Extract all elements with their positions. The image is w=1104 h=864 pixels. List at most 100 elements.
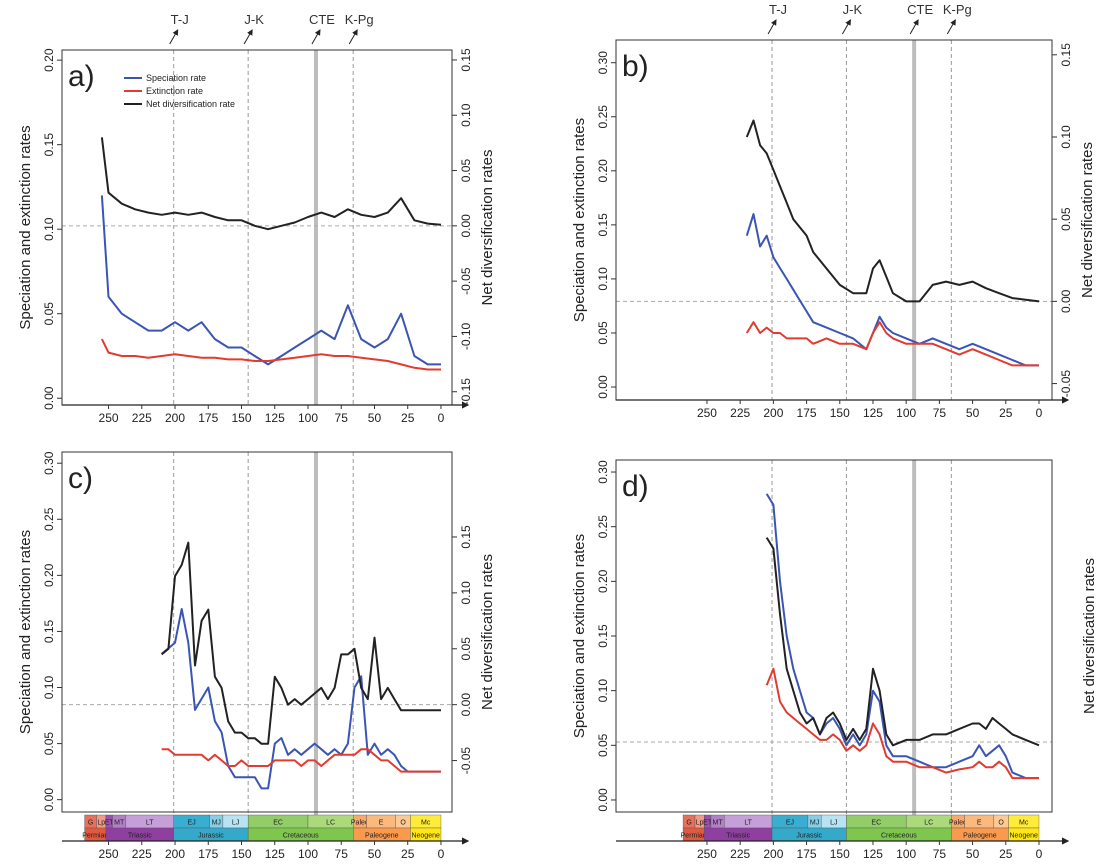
event-arrow	[946, 19, 956, 35]
y2-tick-label: 0.05	[459, 159, 473, 183]
series-line	[765, 537, 1040, 747]
timescale-label: EJ	[786, 820, 794, 827]
x-tick-label: 150	[231, 847, 251, 861]
timescale-label: Cretaceous	[881, 833, 917, 840]
x-tick-label: 0	[1036, 406, 1043, 420]
x-tick-label: 25	[999, 847, 1013, 861]
y2-tick-label: -0.05	[1059, 370, 1073, 398]
y-tick-label: 0.25	[42, 507, 56, 531]
y-tick-label: 0.10	[42, 676, 56, 700]
timescale-label: LT	[744, 820, 752, 827]
y-tick-label: 0.10	[42, 217, 56, 241]
series-line	[101, 338, 441, 371]
timescale-label: Triassic	[128, 833, 152, 840]
x-tick-label: 250	[99, 411, 119, 425]
y2-tick-label: 0.10	[1059, 125, 1073, 149]
series-line	[100, 195, 441, 366]
event-arrow	[841, 19, 851, 35]
event-label: CTE	[309, 12, 335, 27]
x-tick-label: 125	[265, 411, 285, 425]
x-tick-label: 50	[966, 847, 980, 861]
plot-frame	[615, 39, 1053, 401]
y-tick-label: 0.10	[596, 267, 610, 291]
timescale-label: Paleo	[351, 820, 369, 827]
timescale-label: EJ	[188, 820, 196, 827]
timescale-label: EC	[871, 820, 881, 827]
legend-label: Extinction rate	[146, 86, 203, 96]
y2-tick-label: 0.15	[1059, 43, 1073, 67]
x-tick-label: 200	[763, 406, 783, 420]
timescale-label: LT	[146, 820, 154, 827]
y2-tick-label: 0.00	[1059, 289, 1073, 313]
timescale-label: LC	[924, 820, 933, 827]
timescale-label: O	[998, 820, 1004, 827]
legend-label: Net diversification rate	[146, 99, 235, 109]
series-line	[161, 541, 441, 745]
x-tick-label: 50	[368, 411, 382, 425]
y-tick-label: 0.20	[596, 159, 610, 183]
timescale-label: MT	[114, 820, 125, 827]
y-axis-title: Speciation and extinction rates	[17, 530, 34, 734]
x-tick-label: 50	[368, 847, 382, 861]
y-tick-label: 0.15	[596, 624, 610, 648]
timescale-label: Jurassic	[796, 833, 822, 840]
panel-label: b)	[622, 50, 649, 83]
x-tick-label: 75	[933, 406, 947, 420]
x-tick-label: 50	[966, 406, 980, 420]
timescale-label: G	[686, 820, 691, 827]
timescale-label: Lp	[97, 820, 105, 827]
y2-tick-label: -0.05	[459, 747, 473, 775]
series-line	[745, 321, 1039, 367]
x-tick-label: 225	[132, 847, 152, 861]
plot-frame	[61, 451, 453, 813]
y2-axis-title: Net diversification rates	[479, 554, 496, 710]
y2-tick-label: 0.10	[459, 103, 473, 127]
timescale-label: E	[379, 820, 384, 827]
event-arrow	[169, 29, 179, 45]
timescale-label: MT	[713, 820, 724, 827]
series-line	[765, 667, 1039, 780]
y-tick-label: 0.00	[596, 375, 610, 399]
x-tick-label: 175	[797, 406, 817, 420]
x-tick-label: 150	[830, 406, 850, 420]
timescale-label: Neogene	[1010, 833, 1039, 840]
y2-tick-label: 0.15	[459, 525, 473, 549]
y-tick-label: 0.10	[596, 679, 610, 703]
timescale-label: Paleogene	[963, 833, 997, 840]
x-tick-label: 250	[697, 406, 717, 420]
event-label: K-Pg	[345, 12, 374, 27]
event-label: T-J	[171, 12, 189, 27]
y2-tick-label: -0.15	[459, 378, 473, 406]
x-tick-label: 25	[401, 847, 415, 861]
event-arrow	[243, 29, 253, 45]
legend-label: Speciation rate	[146, 73, 206, 83]
event-arrow	[311, 29, 321, 45]
y2-axis-title: Net diversification rates	[1081, 558, 1098, 714]
y-tick-label: 0.00	[42, 386, 56, 410]
x-tick-label: 175	[198, 847, 218, 861]
timescale-label: Triassic	[726, 833, 750, 840]
x-tick-label: 100	[896, 406, 916, 420]
y-axis-title: Speciation and extinction rates	[571, 118, 588, 322]
x-tick-label: 150	[830, 847, 850, 861]
timescale-label: Paleo	[949, 820, 967, 827]
x-tick-label: 0	[438, 847, 445, 861]
event-arrow	[909, 19, 919, 35]
timescale-label: O	[400, 820, 406, 827]
timescale-label: MJ	[212, 820, 221, 827]
y2-tick-label: -0.10	[459, 322, 473, 350]
x-tick-label: 225	[730, 847, 750, 861]
y2-axis-title: Net diversification rates	[479, 150, 496, 306]
event-label: K-Pg	[943, 2, 972, 17]
y-tick-label: 0.05	[42, 732, 56, 756]
x-tick-label: 200	[165, 847, 185, 861]
y-tick-label: 0.05	[596, 733, 610, 757]
y2-tick-label: -0.05	[459, 267, 473, 295]
event-label: T-J	[769, 2, 787, 17]
y-tick-label: 0.25	[596, 515, 610, 539]
x-tick-label: 200	[165, 411, 185, 425]
x-tick-label: 125	[265, 847, 285, 861]
timescale-label: ET	[105, 820, 115, 827]
timescale-label: MJ	[810, 820, 819, 827]
